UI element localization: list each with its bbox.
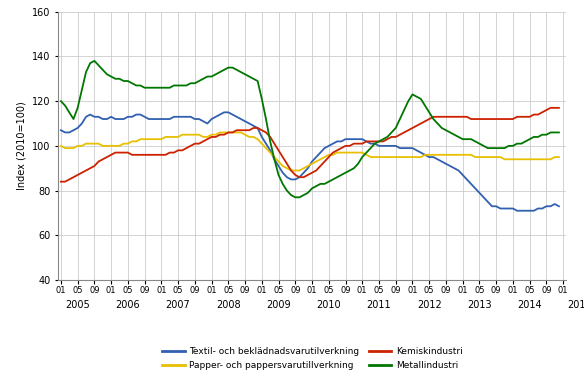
Y-axis label: Index (2010=100): Index (2010=100)	[17, 102, 27, 190]
Text: 2007: 2007	[166, 300, 190, 310]
Text: 2013: 2013	[467, 300, 492, 310]
Text: 2005: 2005	[65, 300, 90, 310]
Legend: Textil- och beklädnadsvarutilverkning, Papper- och pappersvarutillverkning, Kemi: Textil- och beklädnadsvarutilverkning, P…	[159, 343, 466, 373]
Text: 2011: 2011	[367, 300, 391, 310]
Text: 2006: 2006	[116, 300, 140, 310]
Text: 2010: 2010	[317, 300, 341, 310]
Text: 2014: 2014	[517, 300, 542, 310]
Text: 2012: 2012	[417, 300, 442, 310]
Text: 2008: 2008	[216, 300, 241, 310]
Text: 2009: 2009	[266, 300, 291, 310]
Text: 2015: 2015	[568, 300, 584, 310]
